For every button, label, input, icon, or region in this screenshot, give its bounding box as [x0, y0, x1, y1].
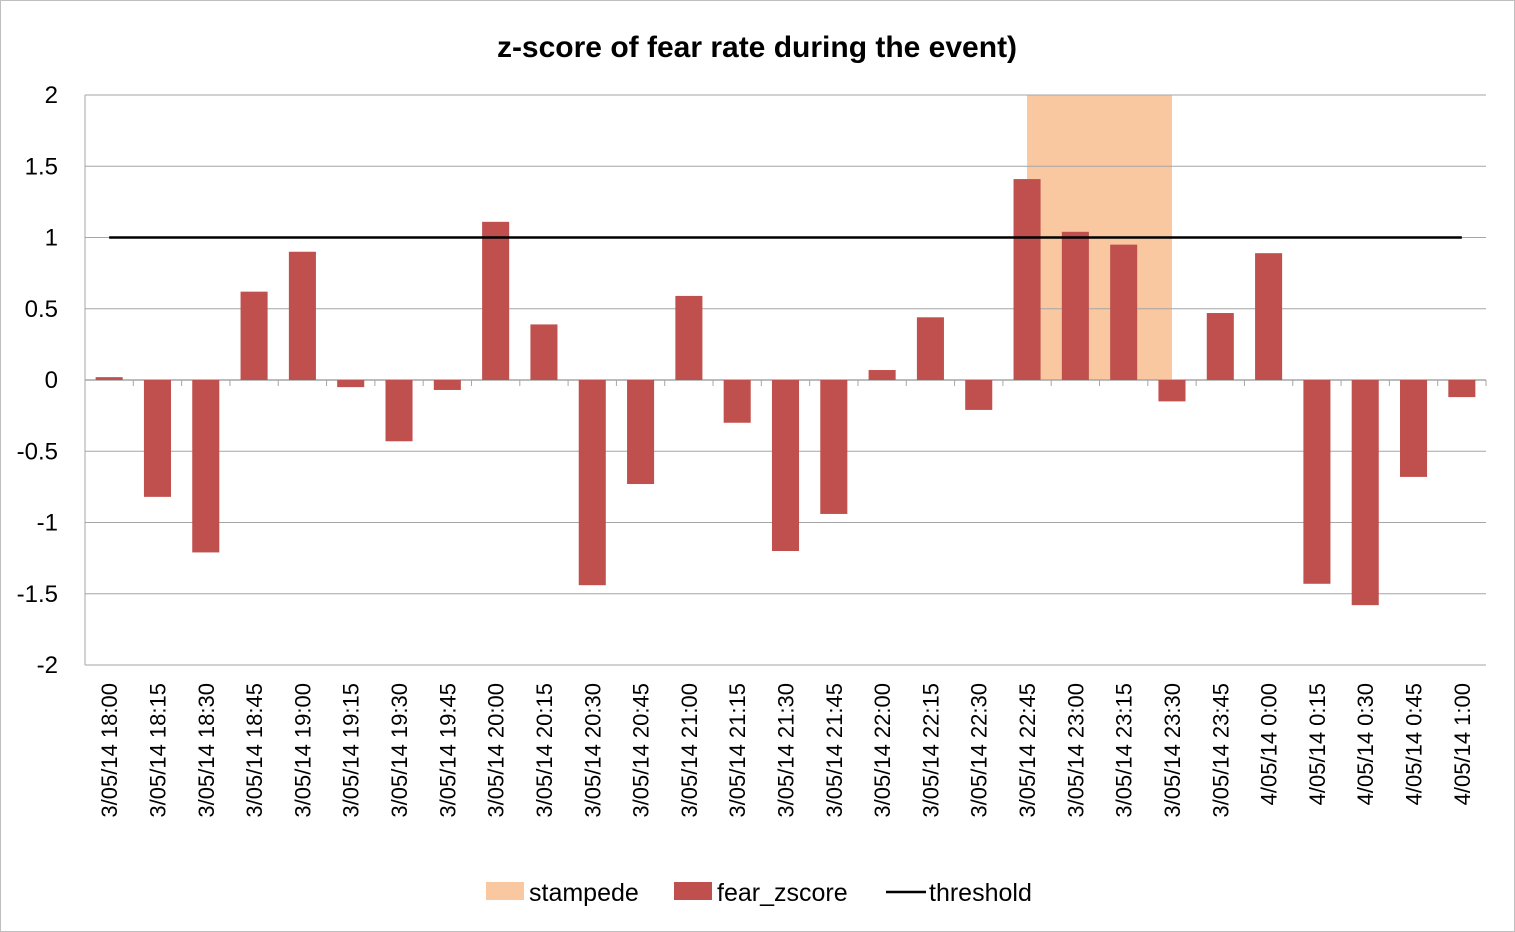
bar-fear-zscore	[627, 380, 655, 485]
bar-fear-zscore	[433, 380, 461, 390]
x-tick-label: 3/05/14 18:30	[194, 683, 219, 818]
bar-fear-zscore	[288, 251, 316, 380]
x-tick-label: 4/05/14 1:00	[1450, 683, 1475, 805]
bar-fear-zscore	[723, 380, 751, 423]
x-tick-label: 3/05/14 23:15	[1112, 683, 1137, 818]
plot-area: 2 1.5 1 0.5 0 -0.5 -1 -1.5 -2 3/05/14 18:00 3/05/1…	[17, 82, 1487, 818]
legend-label-stampede: stampede	[529, 879, 639, 907]
x-tick-label: 3/05/14 18:45	[242, 683, 267, 818]
bar-fear-zscore	[916, 317, 944, 380]
bar-fear-zscore	[240, 291, 268, 380]
legend-label-threshold: threshold	[929, 879, 1032, 907]
y-tick-label: 0.5	[25, 296, 58, 323]
x-tick-label: 3/05/14 22:15	[918, 683, 943, 818]
bar-fear-zscore	[385, 380, 413, 442]
x-tick-label: 3/05/14 20:45	[629, 683, 654, 818]
x-tick-label: 3/05/14 21:00	[677, 683, 702, 818]
y-tick-label: 0	[45, 367, 58, 394]
chart-title: z-score of fear rate during the event)	[497, 31, 1017, 64]
bar-fear-zscore	[1351, 380, 1379, 606]
x-tick-label: 3/05/14 22:00	[870, 683, 895, 818]
x-tick-label: 3/05/14 18:00	[97, 683, 122, 818]
bar-fear-zscore	[1013, 179, 1041, 380]
bar-fear-zscore	[1400, 380, 1428, 477]
x-tick-label: 3/05/14 19:45	[435, 683, 460, 818]
y-tick-label: -0.5	[17, 438, 58, 465]
x-tick-label: 3/05/14 21:30	[774, 683, 799, 818]
x-tick-label: 3/05/14 19:15	[339, 683, 364, 818]
x-tick-label: 3/05/14 23:00	[1063, 683, 1088, 818]
x-tick-label: 4/05/14 0:15	[1305, 683, 1330, 805]
bar-fear-zscore	[1303, 380, 1331, 584]
bar-fear-zscore	[1110, 244, 1138, 380]
bar-fear-zscore	[820, 380, 848, 514]
x-tick-label: 4/05/14 0:30	[1353, 683, 1378, 805]
x-tick-label: 3/05/14 22:30	[967, 683, 992, 818]
x-tick-label: 4/05/14 0:45	[1402, 683, 1427, 805]
bar-fear-zscore	[1206, 313, 1234, 380]
y-tick-label: 2	[45, 82, 58, 109]
bar-fear-zscore	[1158, 380, 1186, 402]
bar-fear-zscore	[771, 380, 800, 551]
legend-swatch-stampede	[486, 882, 524, 900]
legend: stampede fear_zscore threshold	[486, 879, 1032, 907]
x-tick-label: 4/05/14 0:00	[1257, 683, 1282, 805]
x-tick-label: 3/05/14 20:30	[580, 683, 605, 818]
y-tick-label: 1	[45, 225, 58, 252]
bar-fear-zscore	[192, 380, 220, 553]
bar-fear-zscore	[1255, 253, 1283, 380]
y-tick-label: -2	[37, 652, 58, 679]
bar-fear-zscore	[95, 377, 123, 380]
y-tick-label: -1.5	[17, 581, 58, 608]
x-tick-label: 3/05/14 20:00	[484, 683, 509, 818]
x-tick-label: 3/05/14 22:45	[1015, 683, 1040, 818]
bar-fear-zscore	[143, 380, 171, 497]
bar-fear-zscore	[530, 324, 558, 380]
bar-fear-zscore	[337, 380, 365, 388]
bar-fear-zscore	[965, 380, 993, 410]
x-tick-label: 3/05/14 18:15	[145, 683, 170, 818]
x-tick-label: 3/05/14 21:45	[822, 683, 847, 818]
bar-fear-zscore	[1061, 231, 1089, 380]
bar-fear-zscore	[675, 295, 703, 380]
x-tick-label: 3/05/14 19:30	[387, 683, 412, 818]
bar-fear-zscore	[578, 380, 606, 586]
bar-fear-zscore	[868, 370, 896, 380]
legend-swatch-fear-zscore	[674, 882, 712, 900]
x-tick-label: 3/05/14 23:45	[1208, 683, 1233, 818]
x-tick-label: 3/05/14 21:15	[725, 683, 750, 818]
x-tick-label: 3/05/14 20:15	[532, 683, 557, 818]
y-tick-label: -1	[37, 510, 58, 537]
bar-fear-zscore	[1448, 380, 1476, 398]
x-tick-label: 3/05/14 19:00	[290, 683, 315, 818]
bar-fear-zscore	[482, 221, 510, 380]
legend-label-fear-zscore: fear_zscore	[717, 879, 848, 907]
x-tick-label: 3/05/14 23:30	[1160, 683, 1185, 818]
y-tick-label: 1.5	[25, 153, 58, 180]
